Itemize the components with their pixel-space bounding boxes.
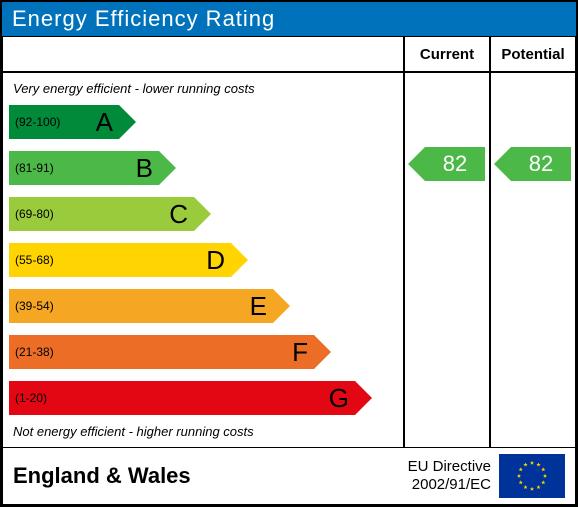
band-b: (81-91) B [9,151,159,185]
band-row: (1-20) G [9,378,397,418]
rating-arrow-potential: 82 [511,147,571,181]
band-range: (1-20) [9,391,47,405]
band-c: (69-80) C [9,197,194,231]
title-bar: Energy Efficiency Rating [2,2,576,36]
footer-region: England & Wales [13,463,408,489]
band-a: (92-100) A [9,105,119,139]
band-letter: A [96,107,113,138]
rating-arrow-current: 82 [425,147,485,181]
band-range: (39-54) [9,299,54,313]
caption-bottom: Not energy efficient - higher running co… [13,424,397,439]
band-f: (21-38) F [9,335,314,369]
band-letter: G [329,383,349,414]
band-row: (69-80) C [9,194,397,234]
band-row: (39-54) E [9,286,397,326]
band-d: (55-68) D [9,243,231,277]
caption-top: Very energy efficient - lower running co… [13,81,397,96]
band-letter: F [292,337,308,368]
band-range: (55-68) [9,253,54,267]
band-row: (55-68) D [9,240,397,280]
rating-column-current: 82 [404,72,490,448]
band-g: (1-20) G [9,381,355,415]
eu-flag-icon [499,454,565,498]
chart-area: Very energy efficient - lower running co… [2,72,404,448]
band-letter: B [136,153,153,184]
band-row: (92-100) A [9,102,397,142]
band-range: (21-38) [9,345,54,359]
footer-directive: EU Directive 2002/91/EC [408,458,491,494]
band-letter: D [206,245,225,276]
rating-column-potential: 82 [490,72,576,448]
band-row: (81-91) B [9,148,397,188]
header-blank [2,36,404,72]
band-e: (39-54) E [9,289,273,323]
band-range: (92-100) [9,115,60,129]
band-letter: E [250,291,267,322]
band-row: (21-38) F [9,332,397,372]
header-potential: Potential [490,36,576,72]
band-letter: C [169,199,188,230]
header-current: Current [404,36,490,72]
bands-container: (92-100) A (81-91) B (69-80) C (55-68) D (39-54)… [9,102,397,418]
band-range: (81-91) [9,161,54,175]
band-range: (69-80) [9,207,54,221]
